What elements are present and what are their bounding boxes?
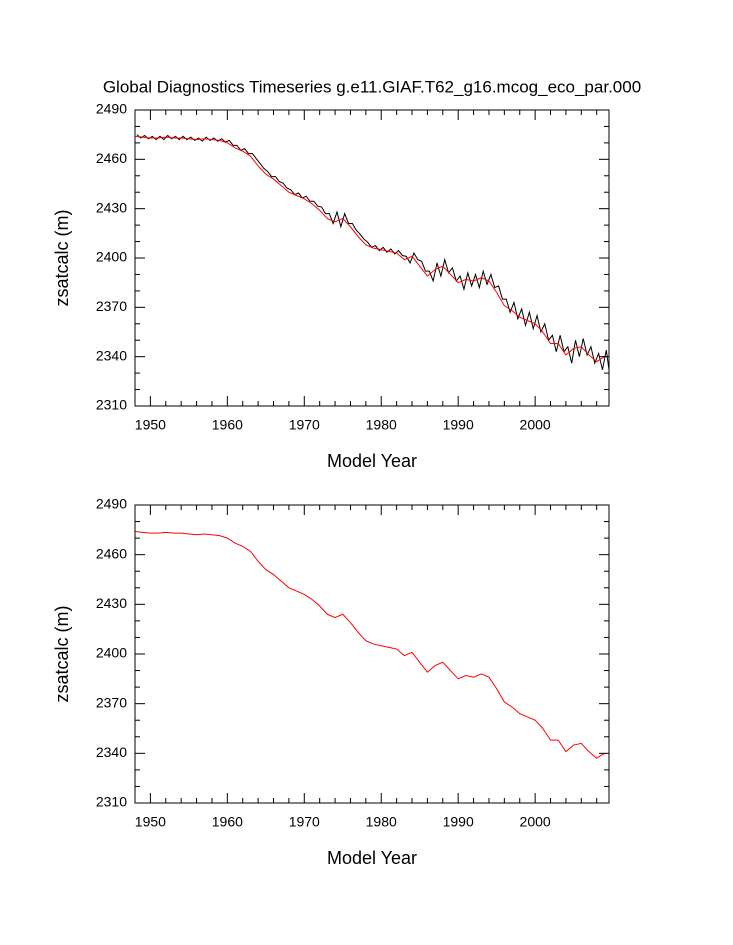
x-tick-label: 1950	[135, 814, 166, 830]
y-tick-label: 2430	[96, 199, 127, 215]
x-tick-label: 2000	[520, 417, 551, 433]
y-tick-label: 2340	[96, 347, 127, 363]
y-tick-label: 2400	[96, 249, 127, 265]
x-tick-label: 1960	[212, 814, 243, 830]
y-tick-label: 2340	[96, 744, 127, 760]
x-tick-label: 2000	[520, 814, 551, 830]
y-tick-label: 2370	[96, 298, 127, 314]
y-tick-label: 2460	[96, 545, 127, 561]
plot-frame	[134, 504, 610, 804]
y-tick-label: 2490	[96, 101, 127, 117]
plot-frame	[134, 109, 610, 407]
y-tick-label: 2400	[96, 645, 127, 661]
y-tick-label: 2370	[96, 694, 127, 710]
x-tick-label: 1970	[289, 814, 320, 830]
y-tick-label: 2430	[96, 595, 127, 611]
x-tick-label: 1970	[289, 417, 320, 433]
data-line	[134, 530, 605, 759]
y-tick-label: 2310	[96, 397, 127, 413]
y-tick-label: 2490	[96, 496, 127, 512]
chart-title: Global Diagnostics Timeseries g.e11.GIAF…	[103, 77, 641, 96]
y-axis-label: zsatcalc (m)	[52, 605, 72, 702]
data-line	[136, 134, 610, 370]
x-tick-label: 1980	[366, 417, 397, 433]
y-axis-label: zsatcalc (m)	[52, 209, 72, 306]
x-tick-label: 1990	[443, 417, 474, 433]
x-tick-label: 1960	[212, 417, 243, 433]
x-tick-label: 1990	[443, 814, 474, 830]
y-tick-label: 2460	[96, 150, 127, 166]
x-axis-label: Model Year	[327, 848, 417, 868]
y-tick-label: 2310	[96, 794, 127, 810]
x-tick-label: 1980	[366, 814, 397, 830]
x-tick-label: 1950	[135, 417, 166, 433]
data-line	[134, 135, 605, 363]
x-axis-label: Model Year	[327, 451, 417, 471]
